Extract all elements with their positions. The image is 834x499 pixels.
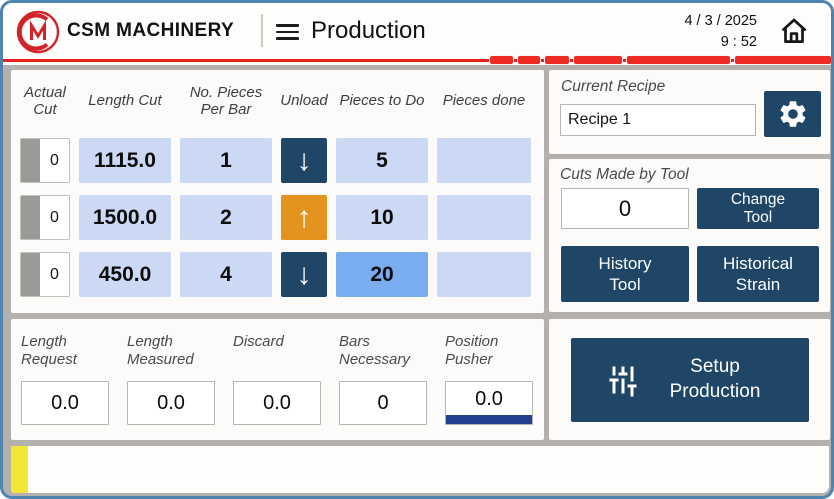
length-cut-cell[interactable]: 1500.0 [79,195,171,240]
pieces-done-cell [437,138,531,183]
discard-label: Discard [233,333,284,350]
measurements-panel: Length Request Length Measured Discard B… [11,319,544,440]
setup-production-button[interactable]: Setup Production [571,338,809,422]
menu-icon[interactable] [276,24,299,40]
alarm-flag [11,446,28,493]
actual-cut-strip [21,196,40,239]
position-pusher-value: 0.0 [445,381,533,425]
position-pusher-bar [446,415,532,424]
change-tool-button[interactable]: Change Tool [697,188,819,229]
history-tool-button[interactable]: History Tool [561,246,689,302]
length-measured-value: 0.0 [127,381,215,425]
cuts-made-label: Cuts Made by Tool [560,166,689,183]
actual-cut-value: 0 [50,151,59,169]
red-separator-line [3,59,831,62]
csm-logo [16,10,60,54]
arrow-down-icon: ↓ [296,143,312,177]
message-bar [11,446,829,493]
actual-cut-indicator: 0 [20,195,70,240]
tool-panel: Cuts Made by Tool 0 Change Tool History … [549,159,830,312]
col-header-pieces-per-bar: No. Pieces Per Bar [189,83,263,118]
pieces-per-bar-cell[interactable]: 1 [180,138,272,183]
position-pusher-label: Position Pusher [445,333,499,368]
unload-button-row3[interactable]: ↓ [281,252,327,297]
length-request-value[interactable]: 0.0 [21,381,109,425]
pieces-to-do-cell-selected[interactable]: 20 [336,252,428,297]
pieces-per-bar-cell[interactable]: 4 [180,252,272,297]
col-header-pieces-to-do: Pieces to Do [339,92,425,110]
arrow-up-icon: ↑ [296,200,312,234]
cut-table: Actual Cut Length Cut No. Pieces Per Bar… [20,76,531,297]
col-header-unload: Unload [280,92,328,110]
unload-button-row1[interactable]: ↓ [281,138,327,183]
actual-cut-indicator: 0 [20,138,70,183]
bars-necessary-label: Bars Necessary [339,333,410,368]
cut-table-panel: Actual Cut Length Cut No. Pieces Per Bar… [11,70,544,313]
change-tool-label: Change Tool [730,190,786,226]
datetime-display: 4 / 3 / 2025 9 : 52 [684,11,757,53]
historical-strain-label: Historical Strain [723,253,793,294]
time-display: 9 : 52 [720,34,757,51]
col-header-actual-cut: Actual Cut [24,83,66,118]
sliders-icon [609,366,637,397]
pieces-to-do-cell[interactable]: 5 [336,138,428,183]
home-button[interactable] [773,12,815,50]
discard-value: 0.0 [233,381,321,425]
position-pusher-number: 0.0 [475,387,503,410]
pieces-to-do-cell[interactable]: 10 [336,195,428,240]
actual-cut-strip [21,253,40,296]
setup-production-label: Setup Production [669,356,761,402]
date-display: 4 / 3 / 2025 [684,13,757,29]
actual-cut-value: 0 [50,265,59,283]
unload-button-row2[interactable]: ↑ [281,195,327,240]
length-cut-cell[interactable]: 1115.0 [79,138,171,183]
col-header-pieces-done: Pieces done [442,92,526,110]
recipe-input[interactable]: Recipe 1 [560,104,756,136]
actual-cut-indicator: 0 [20,252,70,297]
pieces-per-bar-cell[interactable]: 2 [180,195,272,240]
length-cut-cell[interactable]: 450.0 [79,252,171,297]
brand-name: CSM MACHINERY [67,20,235,41]
gear-icon [780,101,805,127]
setup-panel: Setup Production [549,319,830,440]
pieces-done-cell [437,252,531,297]
length-request-label: Length Request [21,333,77,368]
header-bar: CSM MACHINERY Production 4 / 3 / 2025 9 … [3,3,831,65]
history-tool-label: History Tool [598,253,652,294]
home-icon [782,18,806,43]
bars-necessary-value: 0 [339,381,427,425]
actual-cut-strip [21,139,40,182]
pieces-done-cell [437,195,531,240]
recipe-settings-button[interactable] [764,91,821,137]
actual-cut-value: 0 [50,208,59,226]
page-title: Production [311,17,426,44]
col-header-length-cut: Length Cut [88,92,162,110]
historical-strain-button[interactable]: Historical Strain [697,246,819,302]
arrow-down-icon: ↓ [296,257,312,291]
current-recipe-label: Current Recipe [561,78,666,95]
cuts-made-value[interactable]: 0 [561,188,689,229]
header-divider [261,14,263,47]
length-measured-label: Length Measured [127,333,194,368]
recipe-panel: Current Recipe Recipe 1 [549,70,830,154]
